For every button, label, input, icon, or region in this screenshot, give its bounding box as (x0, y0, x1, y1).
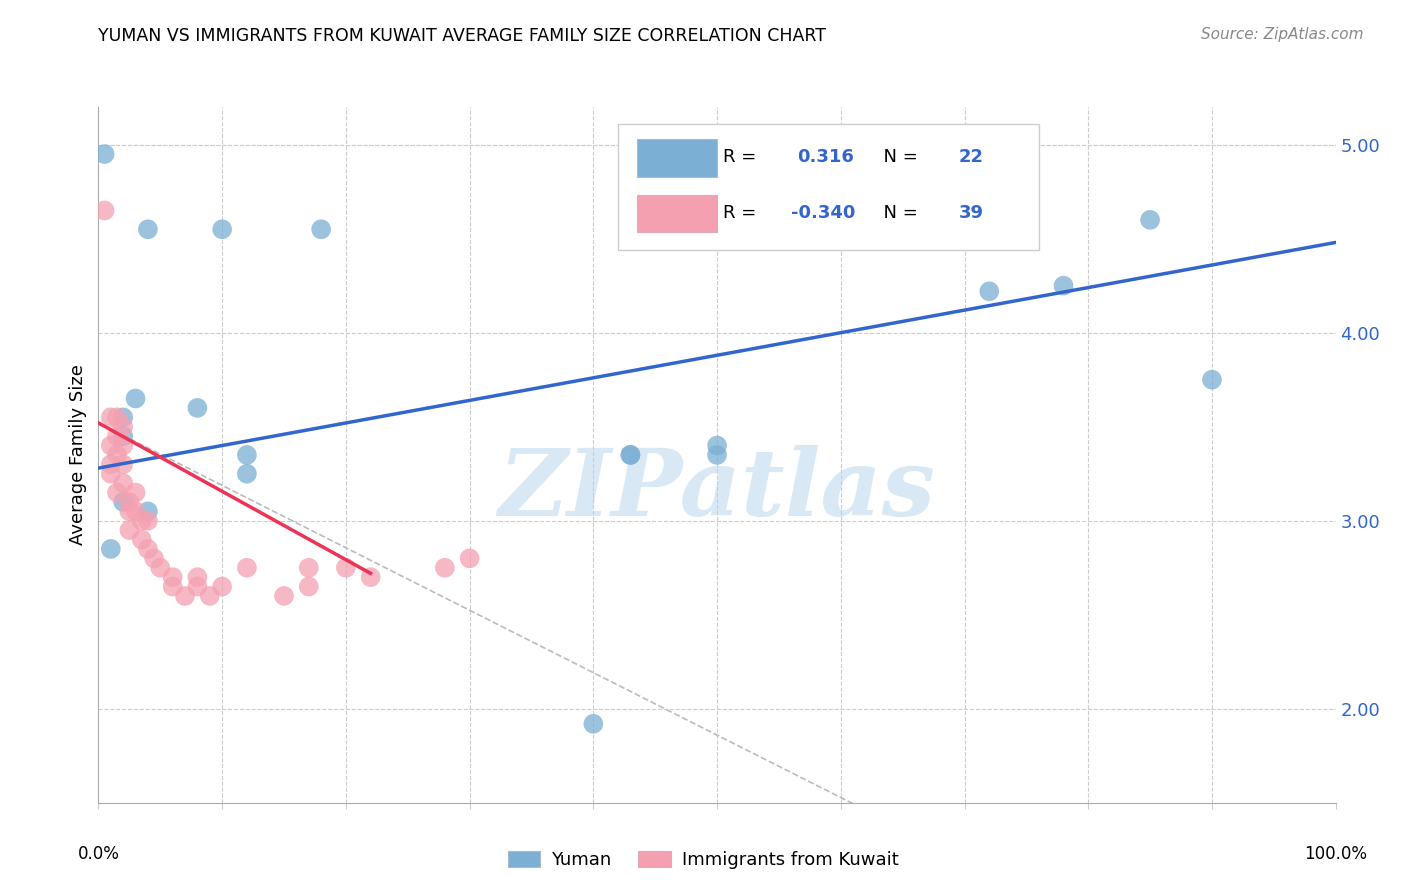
Text: 100.0%: 100.0% (1305, 845, 1367, 863)
Point (100, 467, 122, 481)
Point (93, 147, 115, 161)
Point (335, 560, 357, 574)
Point (112, 438, 135, 452)
Point (112, 410, 135, 425)
Point (619, 448, 641, 462)
Text: 22: 22 (959, 148, 983, 166)
Point (273, 589, 295, 603)
Text: ZIPatlas: ZIPatlas (499, 445, 935, 534)
Point (100, 410, 122, 425)
Point (93, 203, 115, 218)
Point (112, 429, 135, 443)
Point (136, 514, 159, 528)
Point (100, 438, 122, 452)
Point (136, 541, 159, 556)
FancyBboxPatch shape (619, 125, 1039, 250)
Point (706, 448, 728, 462)
Point (162, 580, 184, 594)
Text: R =: R = (723, 203, 762, 222)
Point (236, 560, 259, 574)
Text: -0.340: -0.340 (792, 203, 856, 222)
Point (298, 560, 321, 574)
Point (186, 580, 208, 594)
Point (124, 485, 146, 500)
Point (124, 504, 146, 518)
Point (298, 580, 321, 594)
Point (112, 476, 135, 491)
Point (186, 570, 208, 584)
Point (360, 570, 382, 584)
Point (112, 419, 135, 434)
Point (136, 222, 159, 236)
Point (198, 589, 221, 603)
Point (979, 285, 1001, 299)
Point (706, 438, 728, 452)
Y-axis label: Average Family Size: Average Family Size (69, 365, 87, 545)
Text: 39: 39 (959, 203, 983, 222)
Text: YUMAN VS IMMIGRANTS FROM KUWAIT AVERAGE FAMILY SIZE CORRELATION CHART: YUMAN VS IMMIGRANTS FROM KUWAIT AVERAGE … (98, 27, 827, 45)
Point (1052, 278, 1074, 293)
Point (174, 589, 197, 603)
Point (112, 458, 135, 472)
Text: N =: N = (872, 203, 924, 222)
Point (149, 560, 172, 574)
Point (211, 580, 233, 594)
Point (211, 222, 233, 236)
Point (1201, 373, 1223, 387)
Text: R =: R = (723, 148, 762, 166)
Point (236, 467, 259, 481)
Point (105, 429, 128, 443)
Point (131, 533, 153, 547)
Point (162, 570, 184, 584)
Point (1139, 212, 1161, 227)
Point (309, 222, 332, 236)
Point (112, 495, 135, 509)
Legend: Yuman, Immigrants from Kuwait: Yuman, Immigrants from Kuwait (499, 842, 907, 879)
Point (118, 523, 141, 537)
Point (143, 551, 166, 566)
FancyBboxPatch shape (637, 194, 717, 232)
Text: Source: ZipAtlas.com: Source: ZipAtlas.com (1201, 27, 1364, 42)
Point (236, 448, 259, 462)
Point (105, 485, 128, 500)
Point (118, 504, 141, 518)
Point (100, 458, 122, 472)
Text: 0.316: 0.316 (797, 148, 855, 166)
Text: 0.0%: 0.0% (77, 845, 120, 863)
Point (186, 401, 208, 415)
Point (124, 392, 146, 406)
Point (433, 560, 456, 574)
Point (136, 504, 159, 518)
Point (118, 495, 141, 509)
Point (582, 716, 605, 731)
Point (131, 514, 153, 528)
Point (619, 448, 641, 462)
Text: N =: N = (872, 148, 924, 166)
Point (105, 448, 128, 462)
FancyBboxPatch shape (637, 139, 717, 177)
Point (100, 541, 122, 556)
Point (458, 551, 481, 566)
Point (105, 410, 128, 425)
